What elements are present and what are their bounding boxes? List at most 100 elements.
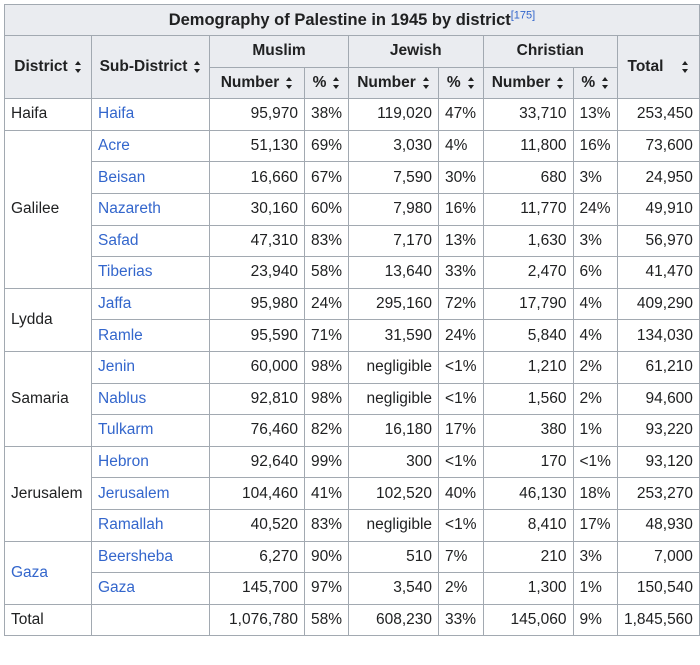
- row-total-cell: 61,210: [616, 350, 700, 384]
- sub-district-link[interactable]: Jerusalem: [98, 484, 170, 502]
- sort-icon[interactable]: [74, 61, 82, 73]
- sub-district-cell[interactable]: Nazareth: [91, 192, 210, 226]
- sub-district-cell[interactable]: Beersheba: [91, 540, 210, 574]
- jewish-number-cell: 510: [348, 540, 440, 574]
- muslim-percent-cell: 97%: [303, 572, 350, 605]
- jewish-number-cell: 31,590: [348, 319, 440, 352]
- christian-percent-cell: 24%: [572, 192, 618, 226]
- sub-district-link[interactable]: Ramle: [98, 326, 143, 344]
- sort-icon[interactable]: [681, 61, 689, 73]
- sub-district-cell[interactable]: Tiberias: [91, 256, 210, 289]
- christian-percent-cell: 3%: [572, 224, 618, 258]
- sub-district-link[interactable]: Tiberias: [98, 263, 153, 281]
- sub-district-cell[interactable]: Jerusalem: [91, 477, 210, 510]
- sub-district-link[interactable]: Tulkarm: [98, 421, 154, 439]
- christian-percent-cell: 16%: [572, 129, 618, 163]
- table-row: Beisan 16,660 67% 7,590 30% 680 3% 24,950: [5, 161, 700, 194]
- table-row: Lydda Jaffa 95,980 24% 295,160 72% 17,790 4% 409…: [4, 287, 700, 352]
- sub-district-link[interactable]: Jenin: [98, 358, 136, 376]
- sub-district-link[interactable]: Ramallah: [98, 516, 164, 534]
- sub-district-cell[interactable]: Tulkarm: [91, 414, 210, 447]
- muslim-number-cell: 23,940: [209, 256, 305, 289]
- totals-muslim-percent: 58%: [303, 603, 350, 637]
- sub-district-cell[interactable]: Jaffa: [91, 287, 210, 321]
- reference-link[interactable]: [175]: [510, 9, 536, 22]
- muslim-number-cell: 47,310: [209, 224, 305, 258]
- row-total-cell: 41,470: [616, 256, 700, 289]
- header-muslim: Muslim: [208, 35, 350, 68]
- table-row: Ramallah 40,520 83% negligible <1% 8,410 17% 48…: [5, 508, 700, 542]
- sub-district-link[interactable]: Beersheba: [98, 547, 173, 565]
- district-link[interactable]: Gaza: [11, 563, 49, 581]
- sub-district-link[interactable]: Jaffa: [98, 295, 132, 313]
- header-christian: Christian: [482, 35, 618, 68]
- table-row: Tulkarm 76,460 82% 16,180 17% 380 1% 93,220: [5, 414, 700, 447]
- sort-icon[interactable]: [332, 76, 340, 89]
- table-row: Nablus 92,810 98% negligible <1% 1,560 2% 94,60…: [5, 382, 700, 416]
- row-total-cell: 73,600: [616, 129, 700, 163]
- christian-percent-cell: 2%: [572, 350, 618, 384]
- christian-number-cell: 680: [482, 161, 574, 194]
- sort-icon[interactable]: [285, 76, 293, 89]
- sub-district-link[interactable]: Nazareth: [98, 200, 161, 218]
- district-cell: Lydda: [4, 287, 92, 352]
- header-muslim-number[interactable]: Number: [209, 66, 305, 100]
- christian-percent-cell: <1%: [572, 445, 618, 479]
- sub-district-cell[interactable]: Jenin: [91, 350, 210, 384]
- sub-district-cell[interactable]: Beisan: [91, 161, 210, 194]
- sub-district-link[interactable]: Gaza: [98, 579, 136, 597]
- muslim-number-cell: 6,270: [209, 540, 305, 574]
- muslim-number-cell: 104,460: [209, 477, 305, 510]
- header-row-1: District Sub-District Muslim Jewish Chri…: [4, 34, 700, 100]
- sub-district-cell[interactable]: Ramallah: [91, 508, 210, 542]
- header-christian-percent[interactable]: %: [572, 66, 618, 100]
- christian-percent-cell: 4%: [572, 319, 618, 352]
- christian-number-cell: 2,470: [482, 256, 574, 289]
- header-district[interactable]: District: [4, 34, 92, 100]
- sort-icon[interactable]: [422, 76, 430, 89]
- sub-district-cell[interactable]: Hebron: [91, 445, 210, 479]
- christian-number-cell: 1,560: [482, 382, 574, 416]
- christian-number-cell: 380: [482, 414, 574, 447]
- christian-number-cell: 1,630: [482, 224, 574, 258]
- muslim-percent-cell: 69%: [303, 129, 350, 163]
- table-body: Haifa Haifa 95,970 38% 119,020 47% 33,710 13% 25…: [4, 98, 700, 605]
- sort-icon[interactable]: [193, 61, 201, 73]
- sub-district-cell[interactable]: Ramle: [91, 319, 210, 352]
- sub-district-link[interactable]: Nablus: [98, 389, 147, 407]
- sort-icon[interactable]: [467, 76, 475, 89]
- header-sub-district[interactable]: Sub-District: [91, 34, 210, 100]
- header-jewish-number[interactable]: Number: [348, 66, 440, 100]
- sub-district-link[interactable]: Beisan: [98, 168, 146, 186]
- jewish-number-cell: 119,020: [348, 98, 440, 131]
- sub-district-cell[interactable]: Gaza: [91, 572, 210, 605]
- muslim-number-cell: 76,460: [209, 414, 305, 447]
- sub-district-cell[interactable]: Acre: [91, 129, 210, 163]
- header-jewish-percent[interactable]: %: [438, 66, 484, 100]
- header-total[interactable]: Total: [616, 34, 700, 100]
- jewish-percent-cell: <1%: [438, 445, 484, 479]
- sub-district-cell[interactable]: Nablus: [91, 382, 210, 416]
- sub-district-cell[interactable]: Haifa: [91, 98, 210, 131]
- sub-district-cell[interactable]: Safad: [91, 224, 210, 258]
- christian-number-cell: 170: [482, 445, 574, 479]
- sub-district-link[interactable]: Hebron: [98, 453, 149, 471]
- christian-number-cell: 33,710: [482, 98, 574, 131]
- sub-district-link[interactable]: Haifa: [98, 105, 135, 123]
- christian-number-cell: 11,800: [482, 129, 574, 163]
- district-cell[interactable]: Gaza: [4, 540, 92, 605]
- muslim-percent-cell: 24%: [303, 287, 350, 321]
- sub-district-link[interactable]: Safad: [98, 231, 139, 249]
- header-christian-number[interactable]: Number: [482, 66, 574, 100]
- sub-district-link[interactable]: Acre: [98, 137, 130, 155]
- header-muslim-percent[interactable]: %: [303, 66, 350, 100]
- sort-icon[interactable]: [556, 76, 564, 89]
- caption-reference[interactable]: [175]: [511, 10, 535, 22]
- muslim-number-cell: 51,130: [209, 129, 305, 163]
- muslim-number-cell: 92,810: [209, 382, 305, 416]
- christian-number-cell: 1,210: [482, 350, 574, 384]
- christian-number-cell: 210: [482, 540, 574, 574]
- header-label: Total: [627, 58, 664, 76]
- sort-icon[interactable]: [601, 76, 609, 89]
- christian-percent-cell: 4%: [572, 287, 618, 321]
